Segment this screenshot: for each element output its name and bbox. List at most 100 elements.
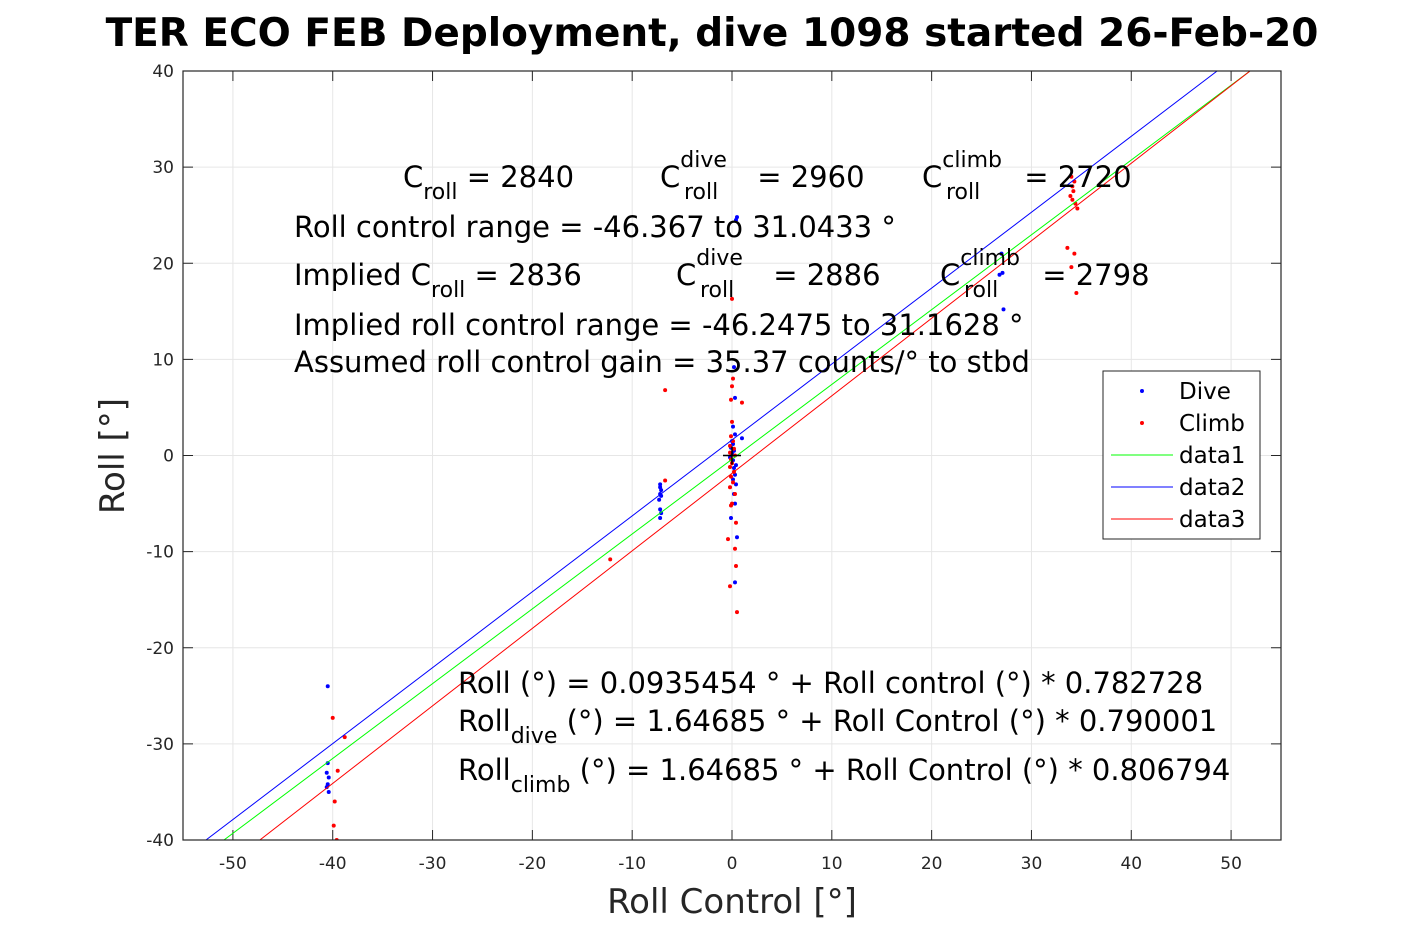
x-tick-label: 30 — [1021, 854, 1043, 874]
data-point-dive — [658, 507, 663, 512]
data-point-dive — [325, 684, 330, 689]
series-line-data3 — [259, 71, 1251, 840]
x-ticks: -50 -40 -30 -20 -10 0 10 20 30 40 50 — [219, 71, 1242, 874]
data-point-climb — [728, 465, 733, 470]
legend-marker-dive — [1140, 389, 1144, 393]
data-point-dive — [733, 463, 738, 468]
data-point-climb — [739, 400, 744, 405]
data-point-dive — [1001, 307, 1006, 312]
data-point-dive — [1000, 270, 1005, 275]
x-tick-label: -10 — [618, 854, 646, 874]
data-point-dive — [658, 515, 663, 520]
x-tick-label: 50 — [1220, 854, 1242, 874]
data-point-climb — [728, 485, 733, 490]
data-point-dive — [732, 432, 737, 437]
legend: Dive Climb data1 data2 data3 — [1102, 370, 1261, 540]
data-point-dive — [739, 436, 744, 441]
data-point-dive — [731, 365, 736, 370]
data-point-dive — [733, 482, 738, 487]
x-axis-label: Roll Control [°] — [607, 882, 857, 922]
legend-label-data1: data1 — [1179, 443, 1245, 469]
y-tick-label: 10 — [152, 350, 174, 370]
data-point-climb — [335, 768, 340, 773]
data-point-climb — [1068, 193, 1073, 198]
data-point-dive — [999, 251, 1004, 256]
data-point-climb — [730, 376, 735, 381]
x-tick-label: -40 — [319, 854, 347, 874]
data-point-dive — [730, 424, 735, 429]
data-point-dive — [657, 497, 662, 502]
data-point-climb — [728, 584, 733, 589]
annot-range: Roll control range = -46.367 to 31.0433 … — [294, 210, 896, 244]
x-tick-label: 20 — [921, 854, 943, 874]
data-point-dive — [734, 535, 739, 540]
x-tick-label: 0 — [727, 854, 738, 874]
data-point-climb — [730, 419, 734, 424]
data-point-dive — [326, 775, 331, 780]
x-tick-label: -30 — [419, 854, 447, 874]
data-point-climb — [663, 388, 668, 393]
data-point-climb — [1070, 184, 1075, 189]
y-tick-label: 20 — [152, 254, 174, 274]
data-point-climb — [729, 503, 734, 508]
y-tick-label: 40 — [152, 62, 174, 82]
annot-fit-dive: Rolldive (°) = 1.64685 ° + Roll Control … — [458, 704, 1217, 749]
legend-marker-climb — [1140, 421, 1144, 425]
data-point-dive — [730, 441, 735, 446]
data-point-dive — [324, 770, 329, 775]
data-point-dive — [732, 395, 737, 400]
data-point-climb — [729, 434, 734, 439]
data-point-climb — [733, 564, 738, 569]
legend-label-data3: data3 — [1179, 507, 1245, 533]
legend-label-dive: Dive — [1179, 379, 1231, 405]
annot-implied-c-roll: Implied Croll = 2836 — [294, 258, 582, 303]
data-point-climb — [726, 537, 731, 542]
y-ticks: -40 -30 -20 -10 0 10 20 30 40 — [146, 62, 1281, 851]
y-tick-label: -10 — [146, 543, 174, 563]
data-point-climb — [663, 478, 668, 483]
data-point-climb — [330, 715, 335, 720]
y-axis-label: Roll [°] — [93, 398, 133, 514]
annot-fit-climb: Rollclimb (°) = 1.64685 ° + Roll Control… — [458, 753, 1230, 798]
y-tick-label: -20 — [146, 639, 174, 659]
data-point-climb — [1069, 174, 1074, 179]
data-point-climb — [731, 446, 736, 451]
data-point-climb — [342, 735, 347, 740]
data-point-climb — [729, 397, 734, 402]
data-point-climb — [728, 443, 733, 448]
data-point-dive — [326, 789, 331, 794]
data-point-climb — [1065, 245, 1070, 250]
x-tick-label: 10 — [821, 854, 843, 874]
y-tick-label: 0 — [163, 447, 174, 467]
plot-frame — [182, 70, 1282, 841]
annot-implied-c-dive: Cdive roll = 2886 — [676, 246, 881, 303]
annot-c-roll: Croll = 2840 — [403, 160, 574, 205]
x-tick-label: -50 — [219, 854, 247, 874]
data-point-climb — [730, 296, 734, 301]
data-point-dive — [658, 482, 663, 487]
data-point-dive — [997, 272, 1002, 277]
data-point-dive — [732, 501, 737, 506]
data-point-climb — [732, 546, 737, 551]
data-point-climb — [729, 474, 734, 479]
data-point-climb — [728, 450, 733, 455]
data-point-climb — [1071, 189, 1076, 194]
y-tick-label: -30 — [146, 735, 174, 755]
annot-c-climb: Cclimb roll = 2720 — [922, 148, 1132, 205]
y-tick-label: -40 — [146, 831, 174, 851]
data-point-climb — [733, 520, 738, 525]
series — [205, 71, 1251, 840]
data-point-dive — [734, 215, 739, 220]
data-point-dive — [659, 488, 664, 493]
x-tick-label: 40 — [1120, 854, 1142, 874]
data-point-climb — [1075, 206, 1080, 211]
data-point-dive — [729, 515, 734, 520]
data-point-climb — [1070, 197, 1075, 202]
data-point-dive — [731, 465, 736, 470]
data-point-climb — [732, 491, 737, 496]
annot-fit: Roll (°) = 0.0935454 ° + Roll control (°… — [458, 666, 1203, 700]
data-point-climb — [1074, 291, 1079, 296]
data-point-climb — [608, 557, 613, 562]
data-point-dive — [325, 761, 330, 766]
